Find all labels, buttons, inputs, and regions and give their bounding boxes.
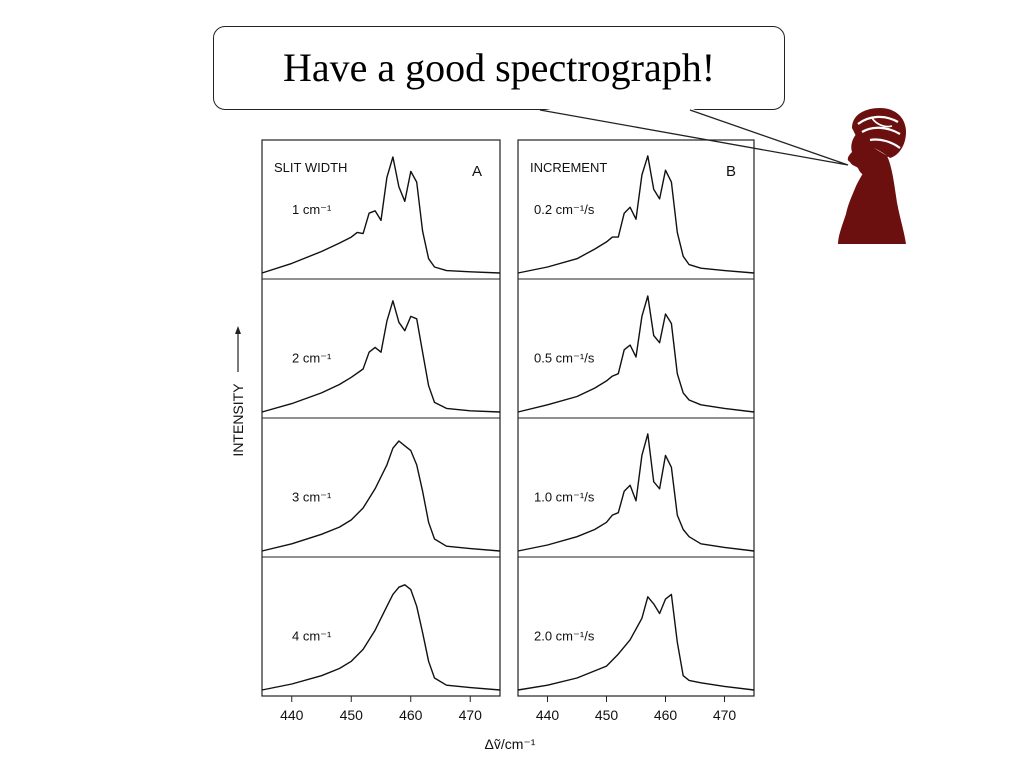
series-label: 0.2 cm⁻¹/s <box>534 202 595 217</box>
series-label: 1.0 cm⁻¹/s <box>534 489 595 504</box>
x-axis-label: Δṽ/cm⁻¹ <box>485 736 536 752</box>
spectrum-trace <box>261 156 501 274</box>
series-label: 0.5 cm⁻¹/s <box>534 350 595 365</box>
panel-letter: A <box>472 163 482 180</box>
panel-title: INCREMENT <box>530 160 607 175</box>
spectrum-trace <box>261 440 501 552</box>
y-axis-label: INTENSITY <box>230 383 246 457</box>
speech-bubble <box>213 26 785 110</box>
spectrum-trace <box>517 433 755 552</box>
x-tick-label: 440 <box>280 707 304 723</box>
speech-bubble-text: Have a good spectrograph! <box>282 45 716 90</box>
x-tick-label: 450 <box>595 707 619 723</box>
series-label: 3 cm⁻¹ <box>292 489 332 504</box>
x-tick-label: 440 <box>536 707 560 723</box>
series-label: 2.0 cm⁻¹/s <box>534 628 595 643</box>
spectrum-trace <box>261 300 501 413</box>
panel-title: SLIT WIDTH <box>274 160 347 175</box>
x-tick-label: 470 <box>459 707 483 723</box>
x-tick-label: 460 <box>399 707 423 723</box>
spectrum-trace <box>517 295 755 413</box>
series-label: 4 cm⁻¹ <box>292 628 332 643</box>
spectrum-trace <box>261 584 501 691</box>
speech-bubble-tail-outline <box>539 109 849 166</box>
x-tick-label: 450 <box>340 707 364 723</box>
spectrum-trace <box>517 155 755 274</box>
y-axis-arrow-head <box>235 326 241 334</box>
spectrum-trace <box>517 593 755 691</box>
series-label: 1 cm⁻¹ <box>292 202 332 217</box>
panel-letter: B <box>726 163 736 180</box>
x-tick-label: 460 <box>654 707 678 723</box>
charts-layer: SLIT WIDTH A 1 cm⁻¹ 2 cm⁻¹ 3 cm⁻¹ 4 cm⁻¹ 440 45… <box>230 139 755 752</box>
series-label: 2 cm⁻¹ <box>292 350 332 365</box>
x-tick-label: 470 <box>713 707 737 723</box>
portrait-silhouette-icon <box>838 108 906 244</box>
